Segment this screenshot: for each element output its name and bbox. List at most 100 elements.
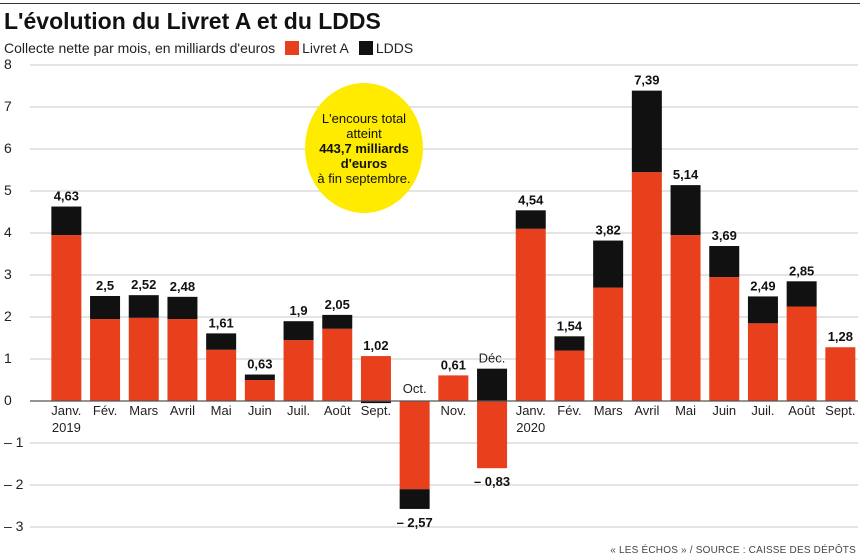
bar-total-label: 3,82 xyxy=(595,223,620,238)
x-tick-label: Juil. xyxy=(751,403,774,418)
x-tick-label: Avril xyxy=(634,403,659,418)
x-tick-label: Nov. xyxy=(440,403,466,418)
subtitle-row: Collecte nette par mois, en milliards d'… xyxy=(4,40,413,56)
bar-ldds xyxy=(399,489,430,509)
top-rule xyxy=(0,3,860,4)
x-tick-label: Juin xyxy=(712,403,736,418)
x-tick-label: Sept. xyxy=(825,403,855,418)
bar-livret-a xyxy=(631,172,662,401)
bar-ldds xyxy=(593,240,624,288)
y-tick-label: – 2 xyxy=(4,476,24,492)
callout-text: L'encours total atteint 443,7 milliards … xyxy=(309,111,419,186)
y-tick-label: 1 xyxy=(4,350,12,366)
bar-ldds xyxy=(51,206,82,236)
bar-livret-a xyxy=(554,350,585,401)
bar-ldds xyxy=(167,296,198,320)
y-tick-label: 8 xyxy=(4,56,12,72)
bar-livret-a xyxy=(322,328,353,401)
x-tick-label: Juil. xyxy=(287,403,310,418)
legend-item-ldds: LDDS xyxy=(358,40,414,56)
bar-total-label: 2,5 xyxy=(96,278,114,293)
bar-total-label: 3,69 xyxy=(712,228,737,243)
bar-ldds xyxy=(90,296,121,320)
x-tick-sublabel: 2020 xyxy=(516,420,545,435)
bar-total-label: 7,39 xyxy=(634,73,659,88)
x-tick-label: Janv. xyxy=(51,403,81,418)
source-footer: « LES ÉCHOS » / SOURCE : CAISSE DES DÉPÔ… xyxy=(610,545,856,556)
bar-ldds xyxy=(244,374,275,380)
bar-livret-a xyxy=(90,319,121,401)
bar-livret-a xyxy=(825,347,856,401)
legend-swatch-ldds xyxy=(358,41,373,55)
callout-line2: atteint xyxy=(346,125,382,141)
y-tick-label: 5 xyxy=(4,182,12,198)
bar-total-label: 1,54 xyxy=(557,318,583,333)
y-tick-label: 6 xyxy=(4,140,12,156)
legend-swatch-livret-a xyxy=(285,41,300,55)
legend-label-livret-a: Livret A xyxy=(302,40,349,56)
bar-total-label: 1,61 xyxy=(208,315,233,330)
y-tick-label: 3 xyxy=(4,266,12,282)
callout-line3: à fin septembre. xyxy=(317,170,411,186)
y-tick-label: 7 xyxy=(4,98,12,114)
bar-total-label: 2,48 xyxy=(170,279,195,294)
y-tick-label: 0 xyxy=(4,392,12,408)
callout-circle: L'encours total atteint 443,7 milliards … xyxy=(305,83,423,213)
bar-livret-a xyxy=(128,317,159,401)
bar-livret-a xyxy=(477,401,508,469)
bar-total-label: 2,49 xyxy=(750,278,775,293)
x-tick-label: Mars xyxy=(594,403,623,418)
bar-total-label: 4,63 xyxy=(54,189,79,204)
bar-livret-a xyxy=(51,235,82,401)
bar-livret-a xyxy=(670,235,701,401)
y-tick-label: 2 xyxy=(4,308,12,324)
bar-total-label: 2,05 xyxy=(325,297,350,312)
bar-livret-a xyxy=(515,228,546,401)
x-tick-label: Oct. xyxy=(403,381,427,396)
bar-ldds xyxy=(206,333,237,350)
bar-total-label: 1,28 xyxy=(828,329,853,344)
callout-bold2: d'euros xyxy=(340,155,388,171)
x-tick-label: Août xyxy=(788,403,815,418)
bar-ldds xyxy=(515,210,546,229)
bar-total-label: 2,85 xyxy=(789,263,814,278)
bar-livret-a xyxy=(438,375,469,401)
bar-total-label: 5,14 xyxy=(673,167,699,182)
bar-total-label: – 2,57 xyxy=(397,515,433,530)
bar-livret-a xyxy=(206,349,237,401)
bar-livret-a xyxy=(360,356,391,401)
bar-total-label: 1,9 xyxy=(290,303,308,318)
bar-total-label: 0,63 xyxy=(247,357,272,372)
callout-line1: L'encours total xyxy=(321,110,407,126)
y-tick-label: – 3 xyxy=(4,518,24,534)
bar-livret-a xyxy=(747,323,778,401)
x-tick-label: Sept. xyxy=(361,403,391,418)
x-tick-label: Mai xyxy=(211,403,232,418)
bar-total-label: 2,52 xyxy=(131,277,156,292)
x-tick-label: Déc. xyxy=(479,351,506,366)
y-tick-label: 4 xyxy=(4,224,12,240)
bar-ldds xyxy=(554,336,585,351)
chart-title: L'évolution du Livret A et du LDDS xyxy=(4,8,381,34)
bar-ldds xyxy=(283,321,314,341)
bar-livret-a xyxy=(167,319,198,401)
y-tick-label: – 1 xyxy=(4,434,24,450)
x-tick-label: Mai xyxy=(675,403,696,418)
bar-livret-a xyxy=(709,277,740,401)
bar-livret-a xyxy=(244,380,275,401)
bar-livret-a xyxy=(399,401,430,490)
bar-ldds xyxy=(128,295,159,318)
bar-ldds xyxy=(747,296,778,324)
x-tick-label: Mars xyxy=(129,403,158,418)
legend-label-ldds: LDDS xyxy=(375,40,414,56)
bar-ldds xyxy=(360,401,391,404)
bar-ldds xyxy=(477,368,508,401)
bar-ldds xyxy=(631,90,662,173)
bar-livret-a xyxy=(283,340,314,401)
x-tick-sublabel: 2019 xyxy=(52,420,81,435)
bar-livret-a xyxy=(593,287,624,401)
chart-subtitle: Collecte nette par mois, en milliards d'… xyxy=(4,40,276,56)
bar-total-label: – 0,83 xyxy=(474,474,510,489)
bar-total-label: 1,02 xyxy=(363,338,388,353)
